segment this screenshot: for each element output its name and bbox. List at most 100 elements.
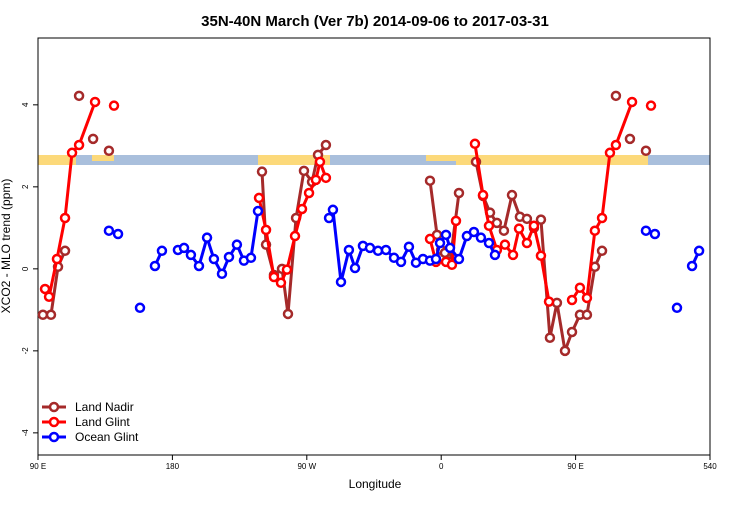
data-point — [640, 225, 652, 236]
data-point — [624, 133, 636, 145]
data-point — [112, 228, 124, 240]
chart-title: 35N-40N March (Ver 7b) 2014-09-06 to 201… — [201, 13, 549, 30]
data-point — [468, 226, 480, 238]
ocean-band — [38, 155, 710, 165]
data-point — [596, 245, 608, 257]
data-point — [37, 309, 49, 321]
data-point — [231, 239, 243, 250]
data-point — [256, 166, 268, 177]
data-point — [528, 220, 540, 232]
x-tick-label: 90 W — [297, 462, 316, 471]
data-point — [323, 212, 335, 224]
data-point — [589, 225, 601, 236]
data-point — [282, 308, 294, 320]
x-axis-label: Longitude — [349, 477, 402, 491]
data-point — [444, 242, 456, 254]
data-point — [185, 249, 197, 261]
data-point — [450, 215, 462, 227]
data-point — [320, 139, 332, 151]
y-tick-label: 0 — [21, 266, 30, 271]
data-point — [201, 232, 213, 243]
data-point — [693, 245, 705, 257]
y-axis-label: XCO2 - MLO trend (ppm) — [0, 179, 13, 314]
data-point — [581, 292, 593, 304]
y-tick-label: -2 — [21, 347, 30, 355]
land-band — [456, 155, 648, 165]
data-point — [686, 260, 698, 272]
data-point — [543, 296, 555, 307]
y-tick-label: 4 — [21, 102, 30, 107]
data-point — [149, 260, 161, 272]
plot-frame — [37, 37, 711, 456]
x-tick-label: 180 — [166, 462, 180, 471]
data-point — [260, 239, 272, 250]
land-band — [426, 155, 456, 161]
data-point — [440, 229, 452, 241]
x-tick-label: 90 E — [30, 462, 46, 471]
surface-band — [38, 155, 710, 165]
data-point — [395, 256, 407, 268]
x-tick-label: 90 E — [567, 462, 583, 471]
data-point — [275, 277, 287, 289]
data-point — [296, 203, 308, 215]
legend-marker — [48, 416, 60, 428]
data-point — [403, 241, 415, 252]
data-point — [521, 213, 533, 225]
data-point — [566, 326, 578, 338]
data-point — [223, 251, 235, 263]
data-point — [535, 250, 547, 261]
data-point — [260, 224, 272, 236]
data-point — [43, 291, 55, 302]
series — [37, 90, 652, 357]
data-point — [193, 260, 205, 272]
data-point — [535, 214, 547, 225]
data-point — [252, 205, 264, 217]
data-point — [507, 249, 519, 261]
data-point — [589, 261, 601, 273]
data-point — [506, 189, 518, 201]
legend-label: Land Nadir — [75, 400, 134, 414]
data-point — [521, 237, 533, 249]
data-point — [281, 264, 293, 275]
data-point — [103, 225, 115, 236]
data-point — [453, 253, 465, 265]
data-point — [73, 90, 85, 102]
data-point — [544, 332, 556, 343]
data-point — [87, 133, 99, 145]
data-point — [364, 242, 376, 254]
data-point — [216, 268, 228, 280]
data-point — [314, 156, 326, 168]
data-point — [513, 223, 525, 234]
data-point — [477, 189, 489, 201]
data-point — [596, 212, 608, 224]
legend-marker — [48, 431, 60, 443]
data-point — [489, 249, 501, 261]
data-point — [483, 220, 495, 232]
data-point — [343, 244, 355, 256]
data-point — [59, 212, 71, 224]
data-point — [551, 297, 563, 309]
data-point — [320, 172, 332, 184]
data-point — [253, 192, 265, 204]
legend-label: Ocean Glint — [75, 430, 139, 444]
data-point — [671, 302, 683, 314]
data-point — [498, 225, 510, 236]
data-point — [59, 245, 71, 257]
data-point — [446, 259, 458, 270]
data-point — [574, 282, 586, 293]
data-point — [208, 253, 220, 265]
data-point — [475, 232, 487, 243]
data-point — [649, 228, 661, 240]
data-point — [73, 139, 85, 151]
data-point — [303, 187, 315, 199]
land-band — [92, 155, 114, 161]
data-point — [178, 242, 190, 254]
data-point — [604, 147, 616, 159]
data-point — [66, 147, 78, 159]
data-point — [39, 283, 51, 295]
x-tick-label: 540 — [703, 462, 717, 471]
series — [103, 204, 705, 314]
data-point — [581, 309, 593, 321]
